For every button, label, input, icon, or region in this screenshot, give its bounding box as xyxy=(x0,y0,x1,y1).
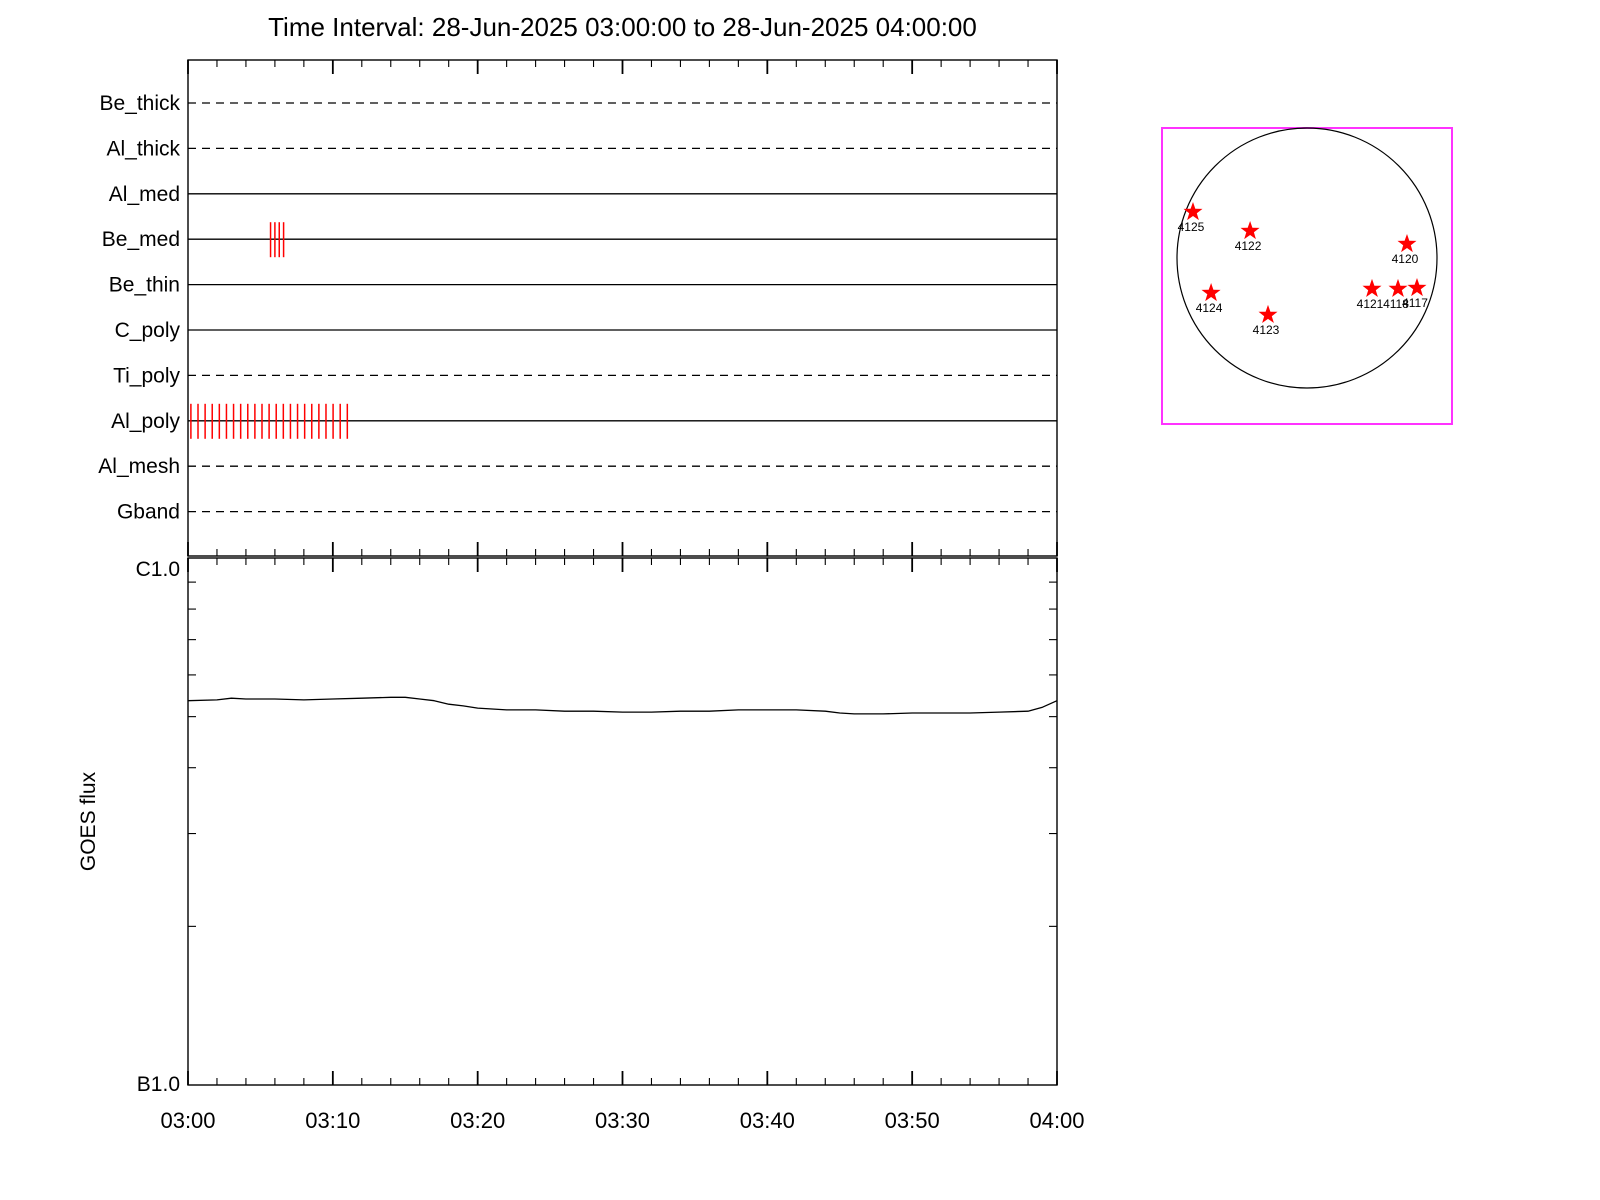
filter-label: Be_thick xyxy=(99,92,180,115)
filter-label: Be_med xyxy=(102,228,180,251)
active-region-star-icon xyxy=(1397,234,1417,253)
y-axis-top-label: C1.0 xyxy=(136,558,180,581)
goes-flux-panel: C1.0 B1.0 GOES flux 03:00 03:10 03:20 03:30 03:… xyxy=(77,557,1085,1133)
active-region-label: 4124 xyxy=(1196,301,1223,315)
filter-label: Al_poly xyxy=(111,410,180,433)
active-region-marker: 4118 xyxy=(1383,278,1409,311)
x-tick-label: 03:10 xyxy=(305,1108,360,1133)
x-tick-label: 03:00 xyxy=(160,1108,215,1133)
solar-map-border xyxy=(1161,127,1453,425)
x-tick-label: 03:30 xyxy=(595,1108,650,1133)
active-region-label: 4123 xyxy=(1253,323,1280,337)
active-region-label: 4120 xyxy=(1392,252,1419,266)
filter-label: Gband xyxy=(117,501,180,524)
active-region-star-icon xyxy=(1362,278,1382,297)
filter-row: Be_med xyxy=(102,222,1057,258)
filter-row: Al_med xyxy=(109,183,1057,206)
goes-plot-border xyxy=(187,557,1058,1086)
filter-row: Be_thin xyxy=(109,274,1057,297)
x-tick-label: 03:50 xyxy=(885,1108,940,1133)
timeline-plot-border xyxy=(187,59,1058,557)
active-region-marker: 4122 xyxy=(1235,221,1262,253)
active-region-label: 4121 xyxy=(1357,297,1384,311)
filter-label: Al_thick xyxy=(106,137,180,160)
filter-label: Al_mesh xyxy=(98,455,180,478)
active-region-marker: 4121 xyxy=(1357,278,1384,311)
y-axis-bottom-label: B1.0 xyxy=(137,1073,180,1096)
observation-marks xyxy=(190,403,349,439)
filter-label: Ti_poly xyxy=(113,364,180,387)
active-region-star-icon xyxy=(1201,283,1221,302)
active-region-marker: 4125 xyxy=(1178,202,1205,234)
active-region-star-icon xyxy=(1407,278,1427,297)
filter-row: Al_poly xyxy=(111,403,1057,439)
active-region-label: 4122 xyxy=(1235,239,1262,253)
x-tick-label: 03:40 xyxy=(740,1108,795,1133)
x-tick-label: 04:00 xyxy=(1029,1108,1084,1133)
observation-marks xyxy=(269,222,285,258)
active-region-star-icon xyxy=(1258,304,1278,323)
active-region-marker: 4120 xyxy=(1392,234,1419,266)
active-region-star-icon xyxy=(1388,278,1408,297)
goes-flux-line xyxy=(187,696,1058,715)
xrt-timeline-panel: Be_thick Al_thick Al_med Be_med Be_thin C_pol… xyxy=(98,59,1058,557)
active-region-label: 4117 xyxy=(1402,296,1428,310)
filter-row: Be_thick xyxy=(99,92,1057,115)
active-region-label: 4125 xyxy=(1178,220,1205,234)
filter-label: C_poly xyxy=(115,319,181,342)
active-region-star-icon xyxy=(1183,202,1203,221)
filter-label: Al_med xyxy=(109,183,180,206)
filter-row: Ti_poly xyxy=(113,364,1057,387)
filter-row: C_poly xyxy=(115,319,1057,342)
filter-row: Al_thick xyxy=(106,137,1057,160)
active-region-marker: 4124 xyxy=(1196,283,1223,315)
active-region-star-icon xyxy=(1240,221,1260,240)
active-region-marker: 4123 xyxy=(1253,304,1280,337)
plot-title: Time Interval: 28-Jun-2025 03:00:00 to 2… xyxy=(268,12,977,42)
active-region-marker: 4117 xyxy=(1402,278,1428,310)
x-tick-label: 03:20 xyxy=(450,1108,505,1133)
y-axis-title: GOES flux xyxy=(77,771,100,871)
active-region-label: 4118 xyxy=(1383,297,1409,311)
filter-row: Al_mesh xyxy=(98,455,1057,478)
solar-disk-limb xyxy=(1176,127,1438,389)
filter-row: Gband xyxy=(117,501,1057,524)
filter-label: Be_thin xyxy=(109,274,180,297)
